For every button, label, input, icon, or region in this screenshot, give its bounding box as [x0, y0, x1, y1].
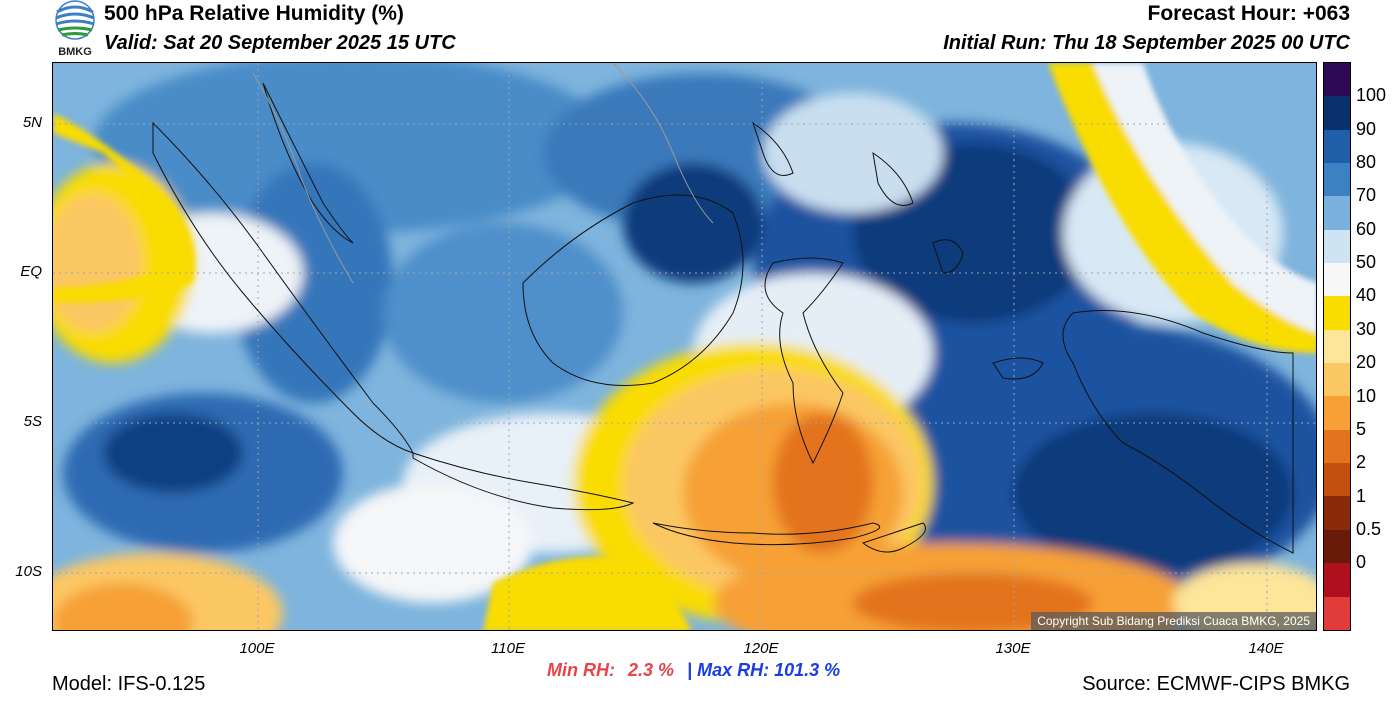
colorbar-label: 60 [1356, 218, 1377, 239]
colorbar-segment [1324, 263, 1350, 297]
humidity-map: Copyright Sub Bidang Prediksi Cuaca BMKG… [52, 62, 1317, 631]
colorbar-segment [1324, 229, 1350, 264]
colorbar-segment [1324, 396, 1350, 430]
colorbar-label: 20 [1356, 352, 1377, 373]
colorbar-label: 0.5 [1356, 518, 1382, 539]
rh-separator: | [687, 660, 693, 680]
chart-title: 500 hPa Relative Humidity (%) [104, 2, 404, 25]
forecast-hour: Forecast Hour: +063 [1147, 2, 1351, 25]
colorbar-segment [1324, 129, 1350, 164]
lon-label-100e: 100E [239, 640, 275, 657]
colorbar-segment [1324, 563, 1350, 597]
lon-label-120e: 120E [743, 640, 779, 657]
lat-label-eq: EQ [20, 263, 42, 280]
colorbar-segment [1324, 463, 1350, 497]
max-rh-value: 101.3 % [774, 660, 841, 680]
colorbar-segment [1324, 529, 1350, 564]
colorbar-segment [1324, 429, 1350, 464]
model-label: Model: IFS-0.125 [52, 673, 206, 695]
colorbar-label: 80 [1356, 152, 1377, 173]
colorbar-segment [1324, 63, 1350, 97]
lon-label-130e: 130E [995, 640, 1031, 657]
lat-label-5s: 5S [23, 413, 42, 430]
max-rh-label: Max RH: [697, 660, 770, 680]
coastlines [152, 82, 1294, 554]
colorbar-label: 1 [1356, 485, 1367, 506]
copyright-notice: Copyright Sub Bidang Prediksi Cuaca BMKG… [1031, 612, 1316, 630]
valid-time: Valid: Sat 20 September 2025 15 UTC [104, 32, 456, 54]
colorbar-segment [1324, 163, 1350, 197]
colorbar-label: 100 [1356, 85, 1387, 106]
bmkg-logo-text: BMKG [58, 46, 92, 58]
colorbar-segment [1324, 363, 1350, 397]
min-rh-value: 2.3 % [628, 660, 675, 680]
colorbar-segment [1324, 296, 1350, 330]
colorbar-segment [1324, 329, 1350, 364]
colorbar-segment [1324, 96, 1350, 130]
colorbar-segment [1324, 196, 1350, 230]
bmkg-logo-icon [52, 0, 98, 62]
lat-label-10s: 10S [15, 563, 42, 580]
min-max-rh: Min RH: 2.3 % | Max RH: 101.3 % [547, 660, 840, 681]
colorbar-label: 2 [1356, 452, 1367, 473]
initial-run: Initial Run: Thu 18 September 2025 00 UT… [943, 32, 1350, 54]
lon-label-110e: 110E [491, 640, 525, 657]
colorbar-label: 0 [1356, 552, 1367, 573]
colorbar-segment [1324, 596, 1350, 630]
lat-label-5n: 5N [22, 114, 42, 131]
lon-label-140e: 140E [1248, 640, 1284, 657]
colorbar [1323, 62, 1351, 631]
colorbar-label: 10 [1356, 385, 1377, 406]
source-label: Source: ECMWF-CIPS BMKG [1082, 673, 1350, 695]
colorbar-label: 90 [1356, 118, 1377, 139]
colorbar-label: 70 [1356, 185, 1377, 206]
colorbar-label: 30 [1356, 318, 1377, 339]
colorbar-label: 40 [1356, 285, 1377, 306]
min-rh-label: Min RH: [547, 660, 615, 680]
colorbar-label: 5 [1356, 418, 1367, 439]
colorbar-segment [1324, 496, 1350, 530]
colorbar-label: 50 [1356, 252, 1377, 273]
